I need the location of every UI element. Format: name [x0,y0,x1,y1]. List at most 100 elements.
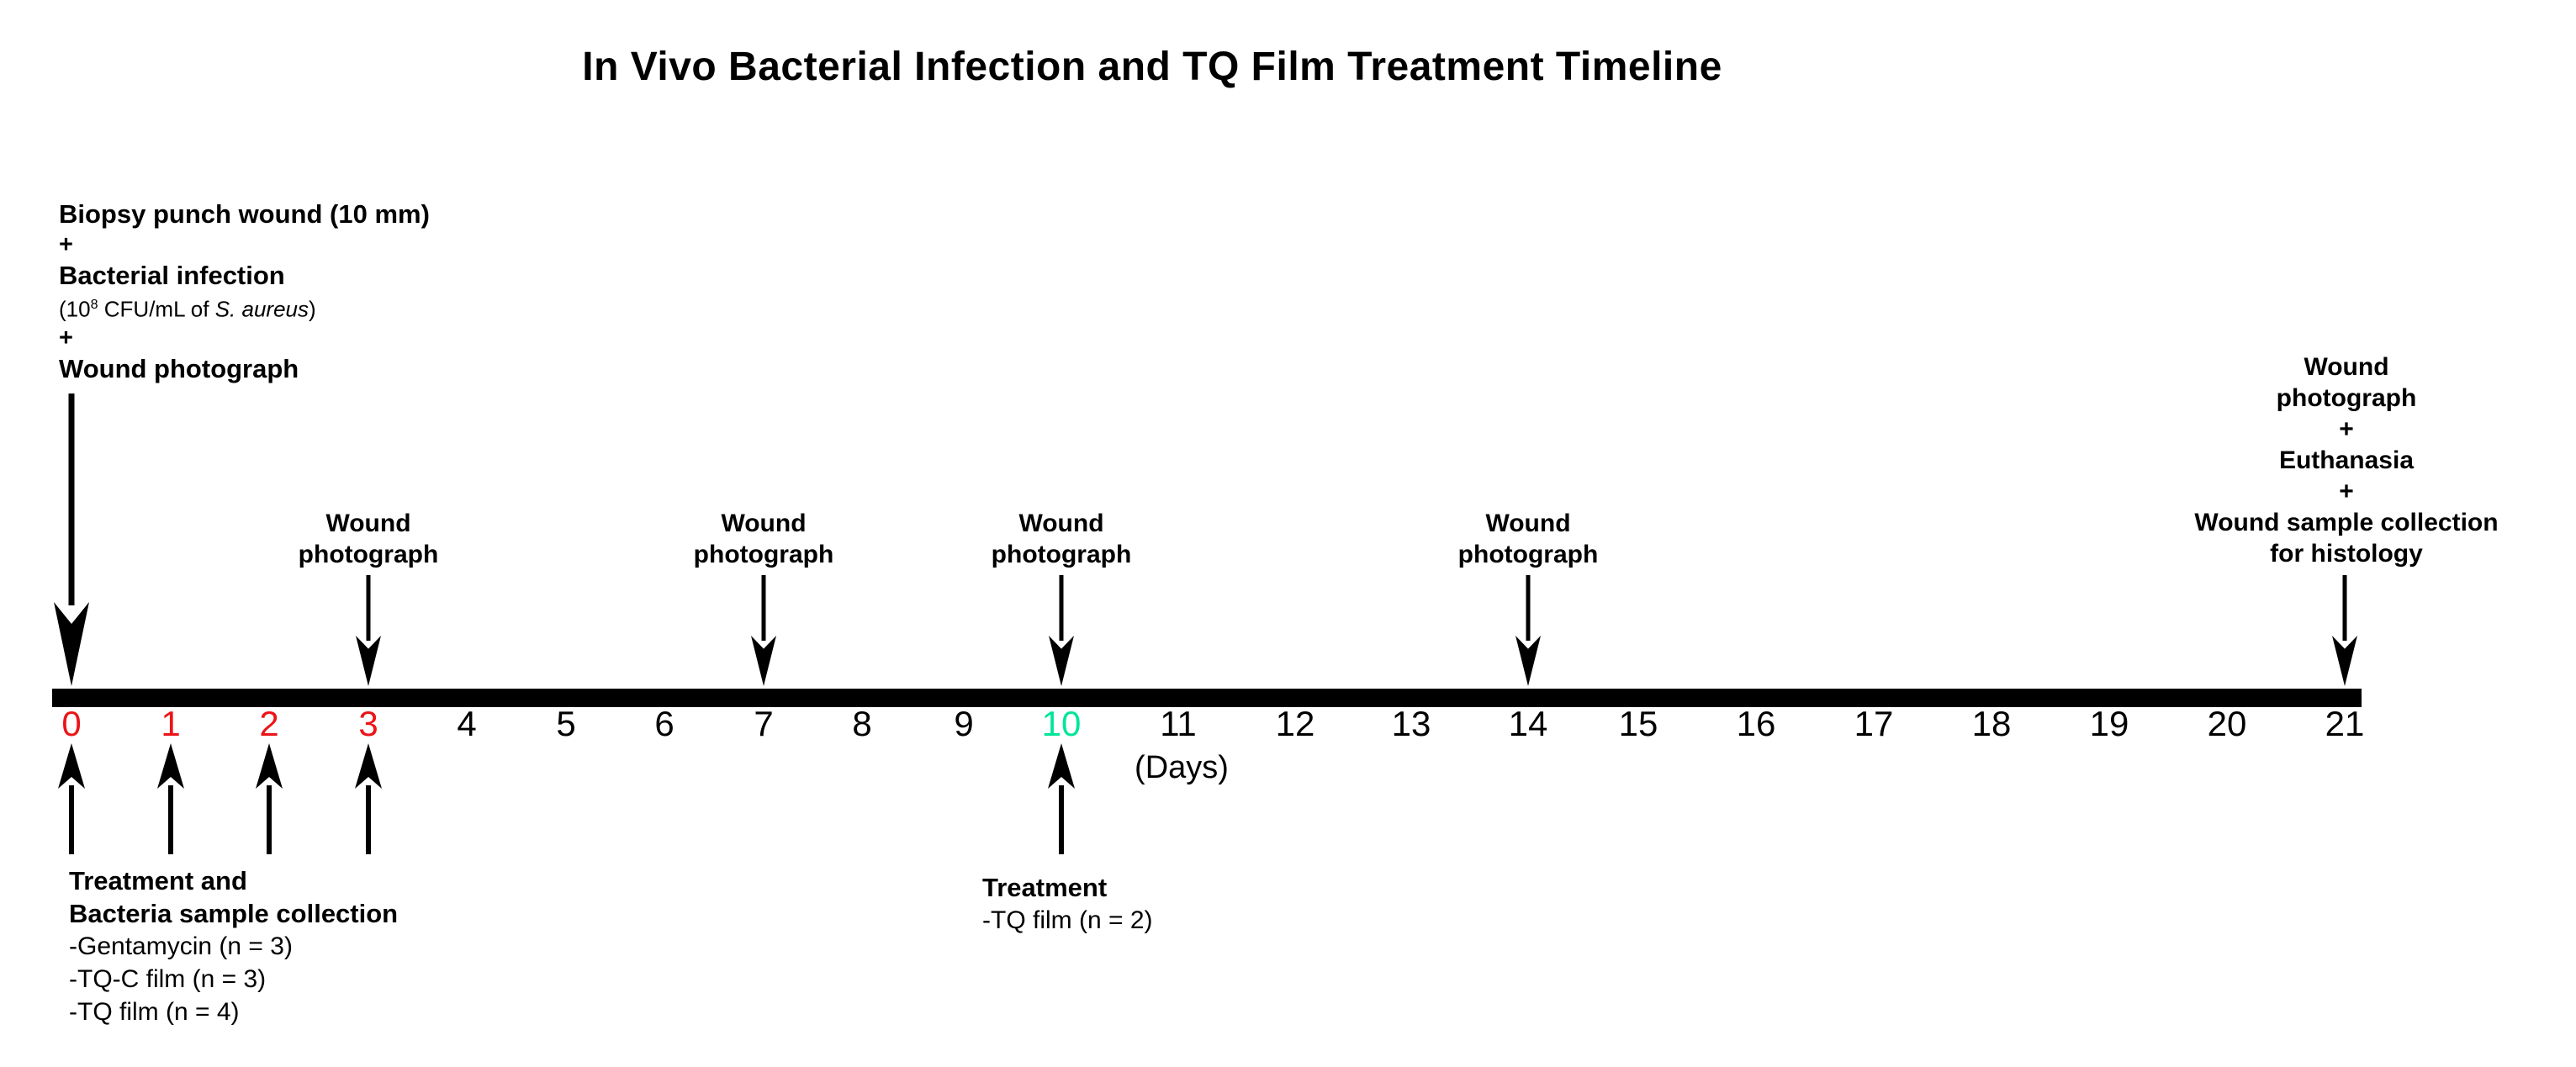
arrow-shaft [1059,785,1064,854]
photo-label-line2: photograph [1457,541,1599,568]
euthanasia-line: Euthanasia [2278,446,2415,474]
arrow-shaft [168,785,173,854]
photo-label-day3: Wound photograph [299,508,439,570]
treatment-day10-block: Treatment -TQ film (n = 2) [982,871,1153,937]
endpoint-block: Wound photograph + Euthanasia + Wound sa… [2194,351,2498,569]
inoculum-base: (10 [59,296,91,322]
wound-photograph-line: Wound photograph [59,353,299,383]
histology-line: for histology [2270,540,2423,568]
bacterial-infection-line: Bacterial infection [59,261,285,290]
arrow-head [356,636,381,686]
arrow-down-day21-icon [2332,575,2357,686]
day-tick-8: 8 [852,704,872,743]
plus-sign: + [59,231,73,258]
day-tick-10: 10 [1041,704,1082,743]
plus-sign: + [59,324,73,351]
arrow-head [1049,636,1074,686]
treatment-day0-3-block: Treatment and Bacteria sample collection… [69,864,398,1028]
arrow-head [58,743,85,789]
arrow-shaft [267,785,272,854]
arrow-head [256,743,283,789]
day-tick-7: 7 [754,704,774,743]
plus-sign: + [2339,478,2354,505]
day-tick-18: 18 [1971,704,2012,743]
figure-title: In Vivo Bacterial Infection and TQ Film … [582,45,1722,89]
biopsy-wound-line: Biopsy punch wound (10 mm) [59,199,430,229]
arrow-head [1515,636,1541,686]
arrow-shaft [366,785,371,854]
inoculum-detail-line: (108 CFU/mL of S. aureus) [59,291,430,323]
photo-label-line1: Wound [1485,510,1571,537]
arrow-head [2332,636,2357,686]
day-tick-13: 13 [1391,704,1431,743]
arrow-up-day2-icon [256,743,283,854]
photo-label-line1: Wound [721,510,807,537]
day-tick-11: 11 [1160,704,1197,743]
arrow-shaft [366,575,371,641]
photo-label-line2: photograph [693,541,834,568]
arrow-down-day3-icon [356,575,381,686]
arrow-shaft [761,575,766,641]
day-tick-19: 19 [2089,704,2129,743]
photo-label-line2: photograph [991,541,1132,568]
arrow-up-day10-icon [1048,743,1075,854]
treatment-header-line1: Treatment and [69,866,247,895]
species-name: S. aureus [214,296,309,322]
plus-sign: + [2339,415,2354,443]
day-tick-6: 6 [654,704,674,743]
day-tick-16: 16 [1736,704,1776,743]
treatment-item-tq-film: -TQ film (n = 2) [982,906,1153,934]
day-tick-1: 1 [161,704,181,743]
arrow-down-day10-icon [1049,575,1074,686]
arrow-head [355,743,382,789]
arrow-head [157,743,184,789]
day-tick-20: 20 [2207,704,2247,743]
day-tick-15: 15 [1618,704,1658,743]
day-tick-2: 2 [259,704,279,743]
arrow-shaft [1059,575,1064,641]
photo-label-day14: Wound photograph [1458,508,1599,570]
photo-label-line1: Wound [1018,510,1104,537]
inoculum-units: CFU/mL of [98,296,215,322]
day-tick-14: 14 [1508,704,1548,743]
arrow-head [54,602,89,686]
arrow-head [1048,743,1075,789]
treatment-item-tq-film: -TQ film (n = 4) [69,998,240,1026]
day0-procedure-block: Biopsy punch wound (10 mm) + Bacterial i… [59,198,430,384]
treatment-item-gentamycin: -Gentamycin (n = 3) [69,932,293,960]
day-tick-9: 9 [954,704,974,743]
day-tick-5: 5 [556,704,576,743]
arrow-up-day0-icon [58,743,85,854]
arrow-down-day14-icon [1515,575,1541,686]
arrow-up-day3-icon [355,743,382,854]
arrow-shaft [2342,575,2347,641]
photo-label-day10: Wound photograph [992,508,1132,570]
sample-collection-line: Wound sample collection [2194,509,2499,536]
day-tick-0: 0 [61,704,82,743]
timeline-bar [52,689,2362,707]
days-unit-label: (Days) [1135,750,1229,785]
arrow-shaft [68,394,75,605]
inoculum-exponent: 8 [90,297,98,312]
arrow-shaft [69,785,74,854]
treatment-header-line2: Bacteria sample collection [69,899,399,928]
inoculum-close-paren: ) [309,296,316,322]
photo-label-day7: Wound photograph [694,508,834,570]
photo-label-line1: Wound [325,510,411,537]
day-tick-4: 4 [457,704,477,743]
arrow-down-day7-icon [751,575,776,686]
arrow-head [751,636,776,686]
day0-big-arrow-down-icon [54,394,89,686]
endpoint-wound-line: Wound [2304,353,2389,381]
arrow-up-day1-icon [157,743,184,854]
arrow-shaft [1526,575,1531,641]
treatment-item-tqc-film: -TQ-C film (n = 3) [69,965,267,993]
day-tick-21: 21 [2325,704,2365,743]
day-tick-17: 17 [1854,704,1894,743]
day-tick-3: 3 [358,704,378,743]
treatment-header: Treatment [982,873,1108,902]
photo-label-line2: photograph [298,541,439,568]
endpoint-photograph-line: photograph [2276,384,2417,412]
day-tick-12: 12 [1275,704,1315,743]
